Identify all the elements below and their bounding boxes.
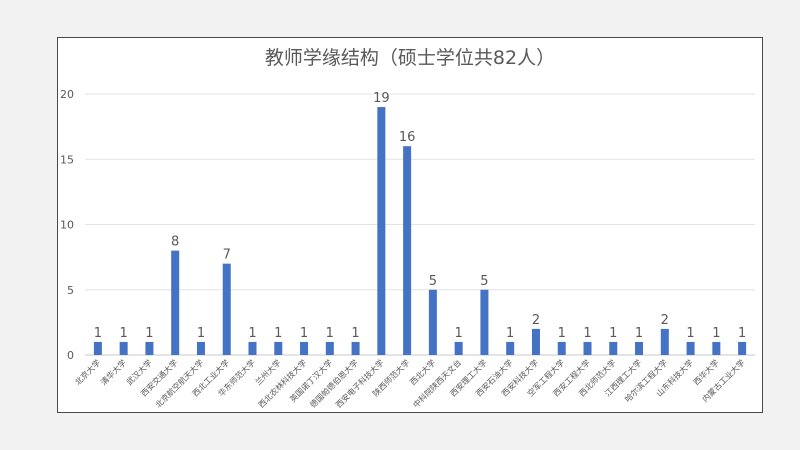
y-tick-label: 15 — [60, 153, 74, 166]
data-label: 1 — [455, 326, 463, 341]
data-label: 1 — [326, 326, 334, 341]
category-label: 北京大学 — [73, 357, 103, 387]
data-label: 1 — [94, 326, 102, 341]
bar — [145, 341, 154, 355]
bar — [196, 341, 205, 355]
y-tick-label: 20 — [60, 88, 74, 101]
data-label: 1 — [248, 326, 256, 341]
data-label: 19 — [373, 91, 390, 106]
bar — [325, 341, 334, 355]
bar — [119, 341, 128, 355]
bar — [609, 341, 618, 355]
x-axis-categories: 北京大学清华大学武汉大学西安交通大学北京航空航天大学西北工业大学华东师范大学兰州… — [73, 357, 747, 409]
bar — [171, 250, 180, 355]
bar — [351, 341, 360, 355]
bar — [506, 341, 515, 355]
chart-title: 教师学缘结构（硕士学位共82人） — [265, 47, 555, 69]
data-label: 1 — [506, 326, 514, 341]
data-label: 1 — [274, 326, 282, 341]
data-label: 2 — [532, 313, 540, 328]
bar — [274, 341, 283, 355]
bar — [738, 341, 747, 355]
category-label: 北京航空航天大学 — [153, 357, 205, 409]
y-tick-label: 0 — [67, 349, 74, 362]
data-label: 1 — [120, 326, 128, 341]
data-label: 5 — [480, 274, 488, 289]
bar — [531, 328, 540, 355]
bar — [686, 341, 695, 355]
y-tick-label: 10 — [60, 219, 74, 232]
bar — [454, 341, 463, 355]
data-label: 1 — [738, 326, 746, 341]
category-label: 中科院陕西天文台 — [411, 357, 463, 409]
data-label: 1 — [583, 326, 591, 341]
bar — [712, 341, 721, 355]
bar — [377, 107, 386, 355]
data-labels: 1 1 1 8 1 7 1 1 1 1 1 19 16 5 1 5 1 2 1 1 1 1 2 1 1 1 — [94, 91, 747, 341]
bar — [222, 263, 231, 355]
data-label: 1 — [351, 326, 359, 341]
bar — [660, 328, 669, 355]
data-label: 1 — [197, 326, 205, 341]
data-label: 2 — [661, 313, 669, 328]
data-label: 1 — [686, 326, 694, 341]
y-axis-ticks: 0 5 10 15 20 — [60, 88, 74, 362]
bars — [93, 107, 747, 355]
data-label: 1 — [300, 326, 308, 341]
bar — [583, 341, 592, 355]
data-label: 16 — [399, 130, 416, 145]
bar — [300, 341, 309, 355]
category-label: 清华大学 — [98, 357, 128, 387]
bar — [428, 289, 437, 355]
data-label: 1 — [635, 326, 643, 341]
bar — [480, 289, 489, 355]
data-label: 1 — [609, 326, 617, 341]
category-label: 西北农林科技大学 — [256, 357, 308, 409]
bar — [93, 341, 102, 355]
y-tick-label: 5 — [67, 284, 74, 297]
gridlines — [85, 93, 755, 356]
category-label: 德国帕德伯恩大学 — [308, 357, 360, 409]
data-label: 1 — [712, 326, 720, 341]
data-label: 7 — [223, 248, 231, 263]
data-label: 8 — [171, 235, 179, 250]
category-label: 西安电子科技大学 — [333, 357, 385, 409]
bar — [248, 341, 257, 355]
bar — [557, 341, 566, 355]
data-label: 5 — [429, 274, 437, 289]
data-label: 1 — [558, 326, 566, 341]
chart-frame: 教师学缘结构（硕士学位共82人） 0 5 10 15 20 1 1 1 8 1 7 1 1 1 1 1 19 1… — [57, 37, 763, 413]
data-label: 1 — [145, 326, 153, 341]
bar — [403, 146, 412, 355]
bar — [635, 341, 644, 355]
